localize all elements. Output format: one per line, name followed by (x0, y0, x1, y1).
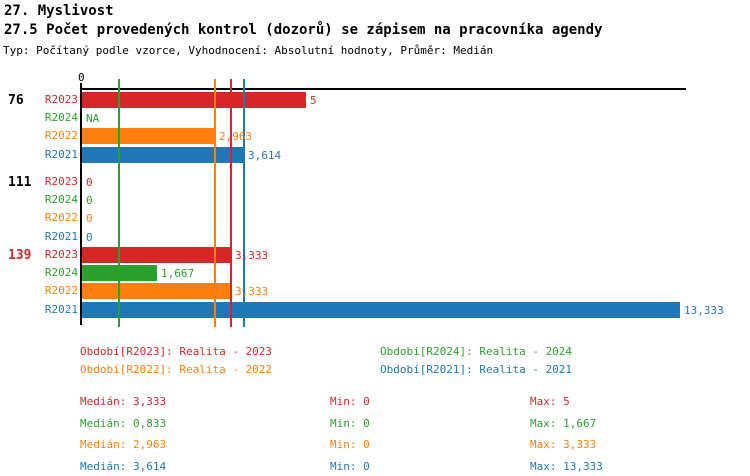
value-label-r2024-group-76: NA (86, 112, 100, 125)
bar-r2023-group-139 (82, 247, 231, 263)
legend-item-r2024: Období[R2024]: Realita - 2024 (380, 345, 573, 358)
stat-median-r2021: Medián: 3,614 (80, 460, 167, 473)
median-line-r2022 (214, 79, 216, 327)
report-chapter-title: 27. Myslivost (4, 3, 114, 19)
report-subtitle: Typ: Počítaný podle vzorce, Vyhodnocení:… (3, 44, 494, 57)
y-axis-line (80, 83, 82, 325)
bar-r2023-group-76 (82, 92, 306, 108)
stat-max-r2024: Max: 1,667 (530, 417, 597, 430)
series-label-r2024: R2024 (44, 111, 78, 124)
legend-item-r2021: Období[R2021]: Realita - 2021 (380, 363, 573, 376)
value-label-r2022-group-111: 0 (86, 212, 93, 225)
series-label-r2022: R2022 (44, 129, 78, 142)
value-label-r2024-group-111: 0 (86, 194, 93, 207)
series-label-r2023: R2023 (44, 175, 78, 188)
series-label-r2021: R2021 (44, 148, 78, 161)
stat-median-r2023: Medián: 3,333 (80, 395, 167, 408)
stat-min-r2024: Min: 0 (330, 417, 370, 430)
legend-item-r2022: Období[R2022]: Realita - 2022 (80, 363, 273, 376)
value-label-r2022-group-139: 3,333 (235, 285, 269, 298)
series-label-r2021: R2021 (44, 230, 78, 243)
bar-r2022-group-76 (82, 128, 215, 144)
value-label-r2021-group-111: 0 (86, 231, 93, 244)
chart-area: 0 76 R2023 5 R2024 NA R2022 2,963 R2021 3,614 111… (8, 71, 724, 327)
stat-min-r2023: Min: 0 (330, 395, 370, 408)
series-label-r2024: R2024 (44, 193, 78, 206)
median-line-r2024 (118, 79, 120, 327)
series-label-r2021: R2021 (44, 303, 78, 316)
series-label-r2022: R2022 (44, 284, 78, 297)
series-label-r2023: R2023 (44, 248, 78, 261)
series-label-r2023: R2023 (44, 93, 78, 106)
bar-r2022-group-139 (82, 283, 231, 299)
group-label-111: 111 (8, 175, 32, 190)
stat-min-r2022: Min: 0 (330, 438, 370, 451)
series-label-r2024: R2024 (44, 266, 78, 279)
value-label-r2023-group-76: 5 (310, 94, 317, 107)
value-label-r2021-group-76: 3,614 (248, 149, 282, 162)
stat-median-r2022: Medián: 2,963 (80, 438, 167, 451)
report-indicator-title: 27.5 Počet provedených kontrol (dozorů) … (4, 22, 603, 38)
value-label-r2021-group-139: 13,333 (684, 304, 724, 317)
value-label-r2023-group-139: 3,333 (235, 249, 269, 262)
stat-max-r2022: Max: 3,333 (530, 438, 597, 451)
value-label-r2022-group-76: 2,963 (219, 130, 253, 143)
stat-min-r2021: Min: 0 (330, 460, 370, 473)
stat-median-r2024: Medián: 0,833 (80, 417, 167, 430)
stat-max-r2023: Max: 5 (530, 395, 570, 408)
stat-max-r2021: Max: 13,333 (530, 460, 603, 473)
legend-item-r2023: Období[R2023]: Realita - 2023 (80, 345, 273, 358)
bar-r2021-group-76 (82, 147, 244, 163)
median-line-r2021 (243, 79, 245, 327)
median-line-r2023 (230, 79, 232, 327)
series-label-r2022: R2022 (44, 211, 78, 224)
axis-zero-label: 0 (78, 71, 85, 84)
value-label-r2024-group-139: 1,667 (161, 267, 195, 280)
x-axis-line (80, 88, 686, 90)
bar-r2021-group-139 (82, 302, 680, 318)
group-label-76: 76 (8, 93, 24, 108)
group-label-139: 139 (8, 248, 32, 263)
value-label-r2023-group-111: 0 (86, 176, 93, 189)
